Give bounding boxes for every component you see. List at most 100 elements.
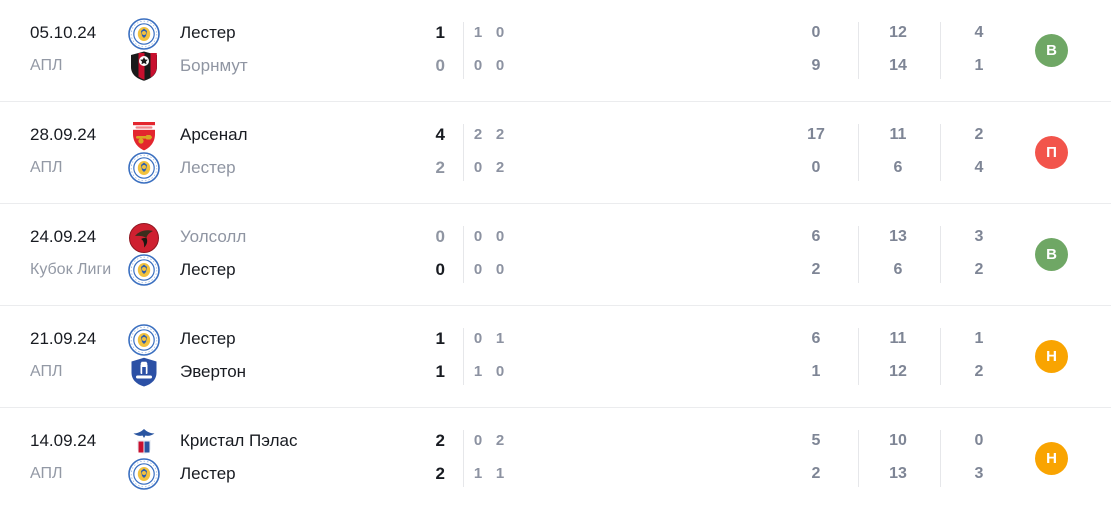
home-stat-1: 0 bbox=[811, 24, 821, 41]
arsenal-logo-icon bbox=[128, 120, 160, 152]
home-stat-2: 12 bbox=[889, 24, 907, 41]
away-half1-score: 0 bbox=[473, 57, 483, 74]
competition-label: Кубок Лиги bbox=[30, 261, 112, 278]
stats-divider bbox=[858, 328, 859, 385]
away-fulltime-score: 0 bbox=[435, 260, 445, 279]
away-half1-score: 0 bbox=[473, 261, 483, 278]
walsall-logo-icon bbox=[128, 222, 160, 254]
away-stat-2: 13 bbox=[889, 465, 907, 482]
everton-logo-icon bbox=[128, 356, 160, 388]
home-stat-2: 11 bbox=[889, 330, 907, 347]
stats-divider bbox=[858, 226, 859, 283]
away-stat-1: 1 bbox=[811, 363, 821, 380]
home-team-name: Кристал Пэлас bbox=[180, 431, 298, 450]
away-half1-score: 1 bbox=[473, 465, 483, 482]
away-stat-2: 6 bbox=[893, 159, 903, 176]
away-stat-3: 2 bbox=[974, 363, 984, 380]
home-half2-score: 1 bbox=[495, 330, 505, 347]
match-row[interactable]: 21.09.24 АПЛ Лестер Эвертон 1 1 0 1 1 0 … bbox=[0, 306, 1111, 408]
home-half1-score: 0 bbox=[473, 228, 483, 245]
competition-label: АПЛ bbox=[30, 57, 63, 74]
home-stat-3: 3 bbox=[974, 228, 984, 245]
home-team-name: Лестер bbox=[180, 329, 236, 348]
home-fulltime-score: 4 bbox=[435, 125, 445, 144]
crystal-palace-logo-icon bbox=[128, 426, 160, 458]
score-divider bbox=[463, 226, 464, 283]
match-row[interactable]: 14.09.24 АПЛ Кристал Пэлас Лестер 2 2 0 … bbox=[0, 408, 1111, 508]
home-half2-score: 0 bbox=[495, 228, 505, 245]
stats-divider bbox=[940, 124, 941, 181]
score-divider bbox=[463, 22, 464, 79]
home-half1-score: 0 bbox=[473, 330, 483, 347]
stats-divider bbox=[940, 328, 941, 385]
match-date: 28.09.24 bbox=[30, 125, 97, 144]
home-fulltime-score: 0 bbox=[435, 227, 445, 246]
away-half2-score: 0 bbox=[495, 363, 505, 380]
competition-label: АПЛ bbox=[30, 363, 63, 380]
away-fulltime-score: 2 bbox=[435, 158, 445, 177]
result-badge: В bbox=[1035, 238, 1068, 271]
result-badge: В bbox=[1035, 34, 1068, 67]
away-fulltime-score: 2 bbox=[435, 464, 445, 483]
away-half2-score: 2 bbox=[495, 159, 505, 176]
home-fulltime-score: 2 bbox=[435, 431, 445, 450]
away-stat-1: 0 bbox=[811, 159, 821, 176]
match-row[interactable]: 05.10.24 АПЛ Лестер Борнмут 1 0 1 0 0 0 … bbox=[0, 0, 1111, 102]
match-row[interactable]: 24.09.24 Кубок Лиги Уолсолл Лестер 0 0 0… bbox=[0, 204, 1111, 306]
score-divider bbox=[463, 124, 464, 181]
away-team-name: Лестер bbox=[180, 158, 236, 177]
stats-divider bbox=[940, 22, 941, 79]
home-team-name: Лестер bbox=[180, 23, 236, 42]
leicester-city-logo-icon bbox=[128, 152, 160, 184]
score-divider bbox=[463, 430, 464, 487]
match-date: 21.09.24 bbox=[30, 329, 97, 348]
away-team-name: Эвертон bbox=[180, 362, 247, 381]
home-stat-3: 1 bbox=[974, 330, 984, 347]
home-stat-3: 4 bbox=[974, 24, 984, 41]
away-stat-2: 14 bbox=[889, 57, 907, 74]
home-stat-1: 5 bbox=[811, 432, 821, 449]
away-stat-3: 1 bbox=[974, 57, 984, 74]
home-team-name: Уолсолл bbox=[180, 227, 247, 246]
result-badge: П bbox=[1035, 136, 1068, 169]
home-half2-score: 2 bbox=[495, 126, 505, 143]
stats-divider bbox=[858, 22, 859, 79]
away-stat-1: 2 bbox=[811, 465, 821, 482]
home-stat-3: 2 bbox=[974, 126, 984, 143]
bournemouth-logo-icon bbox=[128, 50, 160, 82]
home-fulltime-score: 1 bbox=[435, 23, 445, 42]
match-date: 05.10.24 bbox=[30, 23, 97, 42]
leicester-city-logo-icon bbox=[128, 458, 160, 490]
score-divider bbox=[463, 328, 464, 385]
stats-divider bbox=[940, 430, 941, 487]
result-badge: Н bbox=[1035, 340, 1068, 373]
home-stat-2: 13 bbox=[889, 228, 907, 245]
away-stat-3: 4 bbox=[974, 159, 984, 176]
competition-label: АПЛ bbox=[30, 159, 63, 176]
result-badge: Н bbox=[1035, 442, 1068, 475]
away-half2-score: 1 bbox=[495, 465, 505, 482]
away-half2-score: 0 bbox=[495, 261, 505, 278]
home-stat-2: 10 bbox=[889, 432, 907, 449]
home-half1-score: 0 bbox=[473, 432, 483, 449]
home-half1-score: 2 bbox=[473, 126, 483, 143]
stats-divider bbox=[858, 124, 859, 181]
stats-divider bbox=[858, 430, 859, 487]
home-stat-3: 0 bbox=[974, 432, 984, 449]
away-team-name: Лестер bbox=[180, 464, 236, 483]
leicester-city-logo-icon bbox=[128, 18, 160, 50]
away-half1-score: 0 bbox=[473, 159, 483, 176]
away-fulltime-score: 0 bbox=[435, 56, 445, 75]
match-row[interactable]: 28.09.24 АПЛ Арсенал Лестер 4 2 2 2 0 2 … bbox=[0, 102, 1111, 204]
home-team-name: Арсенал bbox=[180, 125, 248, 144]
home-stat-1: 17 bbox=[807, 126, 825, 143]
away-team-name: Лестер bbox=[180, 260, 236, 279]
away-stat-1: 2 bbox=[811, 261, 821, 278]
away-fulltime-score: 1 bbox=[435, 362, 445, 381]
away-half1-score: 1 bbox=[473, 363, 483, 380]
match-date: 24.09.24 bbox=[30, 227, 97, 246]
home-half2-score: 2 bbox=[495, 432, 505, 449]
match-date: 14.09.24 bbox=[30, 431, 97, 450]
leicester-city-logo-icon bbox=[128, 254, 160, 286]
home-half1-score: 1 bbox=[473, 24, 483, 41]
